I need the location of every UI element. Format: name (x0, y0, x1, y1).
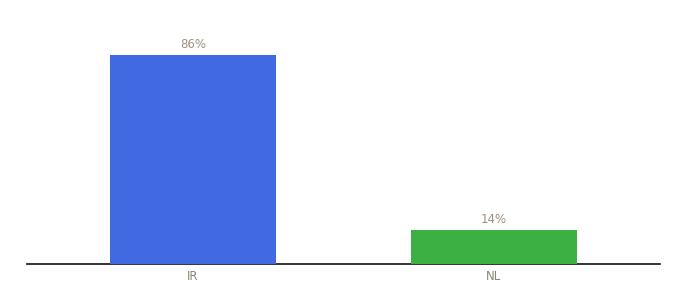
Bar (110, 55, 275, 264)
Text: 14%: 14% (481, 213, 507, 226)
Bar (411, 230, 577, 264)
Text: 86%: 86% (180, 38, 206, 51)
